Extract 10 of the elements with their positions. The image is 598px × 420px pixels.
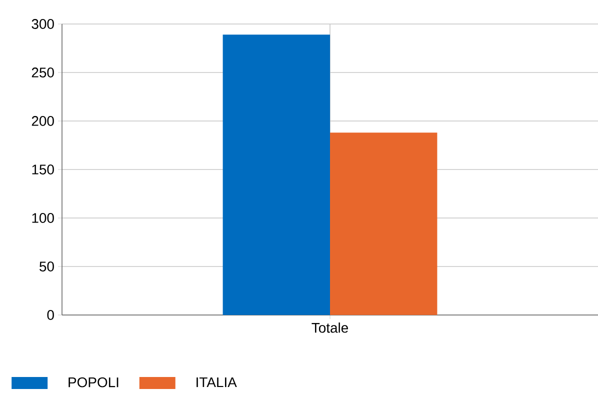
y-tick-label: 0 (47, 310, 54, 320)
x-tick-label: Totale (312, 322, 348, 333)
y-tick-label: 300 (32, 19, 54, 29)
y-tick-label: 100 (32, 213, 54, 223)
y-tick-label: 150 (32, 164, 54, 174)
y-tick-label: 250 (32, 68, 54, 78)
legend-label: POPOLI (68, 377, 118, 388)
y-tick-label: 50 (40, 262, 54, 272)
y-tick-label: 200 (32, 116, 54, 126)
legend-label: ITALIA (196, 377, 237, 388)
